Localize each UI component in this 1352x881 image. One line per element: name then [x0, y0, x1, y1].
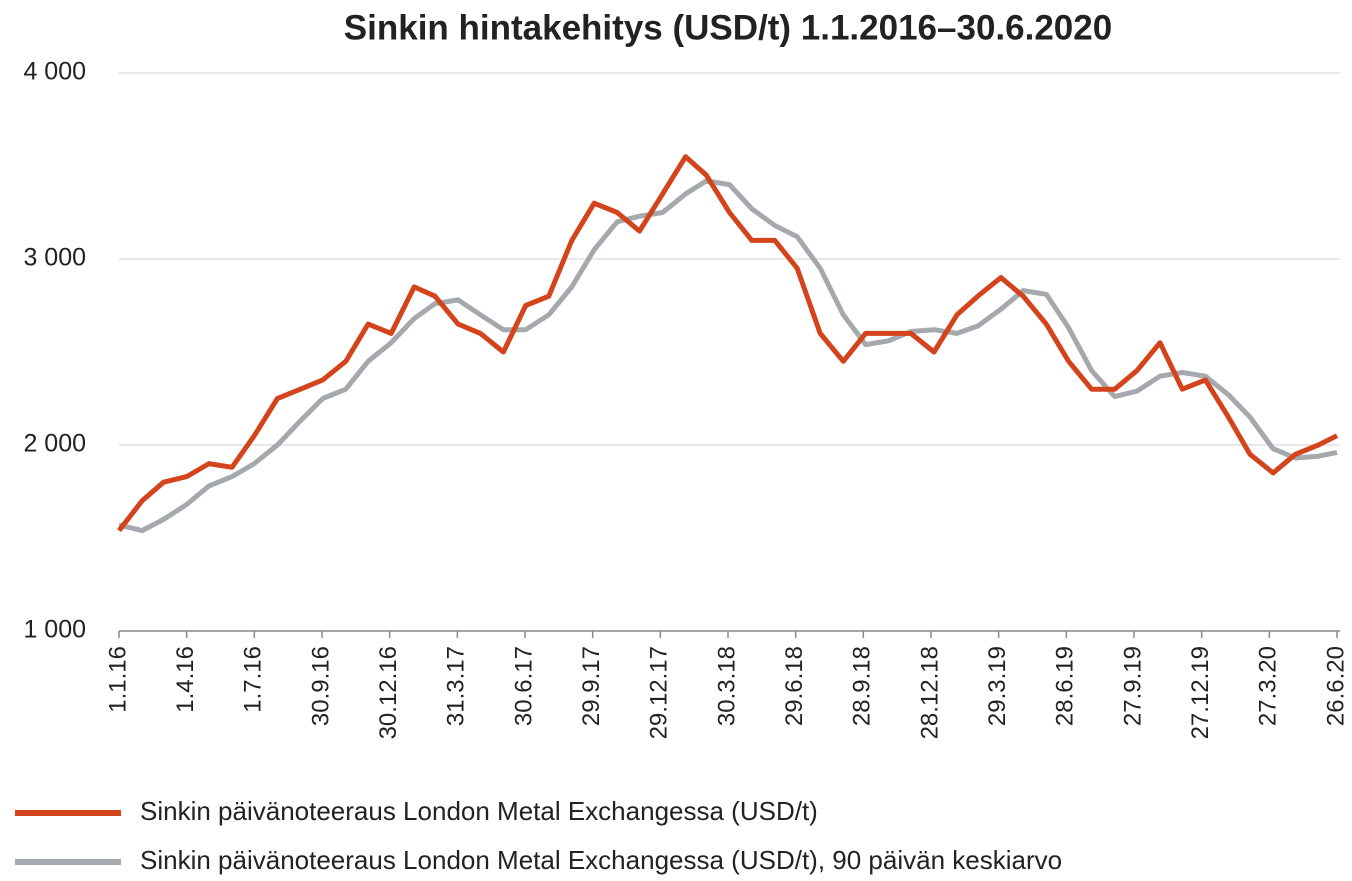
y-tick-label: 2 000 — [23, 430, 86, 458]
y-tick-label: 1 000 — [23, 616, 86, 644]
x-tick-label: 27.3.20 — [1255, 646, 1282, 726]
x-tick-label: 1.1.16 — [104, 646, 131, 713]
x-tick-label: 27.12.19 — [1187, 646, 1214, 739]
x-tick-label: 30.3.18 — [713, 646, 740, 726]
x-tick-label: 1.7.16 — [240, 646, 267, 713]
x-tick-label: 27.9.19 — [1119, 646, 1146, 726]
x-tick-label: 30.6.17 — [510, 646, 537, 726]
x-tick-label: 29.6.18 — [781, 646, 808, 726]
x-tick-label: 30.9.16 — [307, 646, 334, 726]
x-tick-label: 1.4.16 — [172, 646, 199, 713]
x-tick-label: 28.9.18 — [849, 646, 876, 726]
x-tick-label: 30.12.16 — [375, 646, 402, 739]
line-series — [118, 178, 1338, 534]
x-tick-label: 29.9.17 — [578, 646, 605, 726]
chart-title: Sinkin hintakehitys (USD/t) 1.1.2016–30.… — [344, 8, 1112, 47]
x-tick-label: 29.3.19 — [984, 646, 1011, 726]
line-series — [117, 154, 1339, 533]
y-tick-label: 3 000 — [23, 244, 86, 272]
x-tick-label: 31.3.17 — [443, 646, 470, 726]
x-tick-label: 28.12.18 — [916, 646, 943, 739]
x-tick-label: 26.6.20 — [1322, 646, 1349, 726]
x-tick-label: 28.6.19 — [1052, 646, 1079, 726]
x-tick-label: 29.12.17 — [646, 646, 673, 739]
y-tick-label: 4 000 — [23, 58, 86, 86]
legend-label: Sinkin päivänoteeraus London Metal Excha… — [140, 796, 818, 826]
legend-label: Sinkin päivänoteeraus London Metal Excha… — [140, 845, 1062, 875]
